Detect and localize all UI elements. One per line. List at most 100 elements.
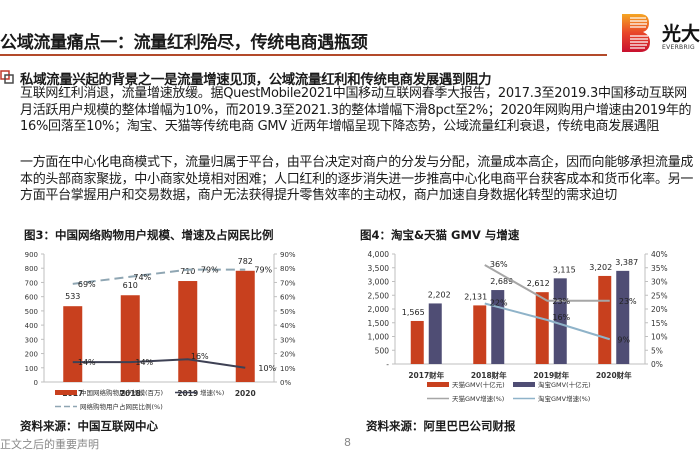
line-value-label: 16%: [191, 352, 209, 361]
y-tick-label: 700: [25, 279, 38, 287]
y-tick-label: 500: [25, 308, 38, 316]
y2-tick-label: 90%: [280, 251, 296, 259]
y2-tick-label: 60%: [280, 294, 296, 302]
bar-value-label: 2,131: [464, 292, 487, 301]
bar-value-label: 2,689: [490, 277, 513, 286]
bar-value-label: 2,612: [527, 279, 550, 288]
legend-label: 网络购物用户占网民比例(%): [80, 402, 163, 411]
line-value-label: 74%: [133, 273, 151, 282]
y2-tick-label: 20%: [280, 351, 296, 359]
line-value-label: 23%: [619, 297, 637, 306]
y-tick-label: 400: [25, 322, 38, 330]
bar: [473, 305, 487, 364]
line-value-label: 14%: [78, 358, 96, 367]
line-series: [72, 358, 246, 369]
y-tick-label: 2,500: [368, 291, 390, 300]
y-tick-label: 100: [25, 365, 38, 373]
y2-tick-label: 35%: [651, 264, 668, 273]
bar-value-label: 1,565: [402, 308, 425, 317]
line-value-label: 14%: [135, 358, 153, 367]
line-series: [484, 302, 611, 341]
y2-tick-label: 0%: [651, 360, 663, 369]
y2-tick-label: 10%: [651, 333, 668, 342]
bar: [178, 281, 198, 382]
line-value-label: 9%: [617, 335, 630, 344]
y-tick-label: 900: [25, 251, 38, 259]
line-value-label: 22%: [490, 299, 508, 308]
line-value-label: 79%: [201, 266, 219, 275]
paragraph-2: 一方面在中心化电商模式下，流量归属于平台，由平台决定对商户的分发与分配，流量成本…: [20, 155, 694, 203]
bar-value-label: 710: [180, 267, 195, 276]
bar-value-label: 3,115: [553, 265, 576, 274]
bar: [63, 306, 83, 382]
legend-label: 增速(%): [200, 388, 224, 397]
y-tick-label: 0: [34, 379, 38, 387]
line-value-label: 36%: [490, 260, 508, 269]
legend-swatch: [513, 382, 535, 387]
bar-value-label: 782: [238, 257, 253, 266]
figure-3-source: 资料来源：中国互联网中心: [20, 419, 158, 433]
x-tick-label: 2018: [120, 389, 141, 398]
legend-swatch: [55, 390, 77, 395]
bar: [616, 270, 630, 364]
figure-4-source: 资料来源：阿里巴巴公司财报: [366, 419, 516, 433]
line-series: [484, 264, 610, 302]
y-tick-label: 2,000: [368, 305, 390, 314]
bar: [598, 275, 612, 364]
y2-tick-label: 0%: [280, 379, 291, 387]
footer-disclaimer: 正文之后的重要声明: [0, 438, 99, 451]
y2-tick-label: 5%: [651, 346, 663, 355]
bar-value-label: 3,202: [589, 263, 612, 272]
y-tick-label: 3,000: [368, 278, 390, 287]
bar: [120, 295, 140, 382]
section-heading: 私域流量兴起的背景之一是流量增速见顶，公域流量红利和传统电商发展遇到阻力: [20, 73, 492, 88]
everbright-logo: 光大 EVERBRIG: [622, 14, 700, 58]
bar-value-label: 2,202: [428, 290, 451, 299]
line-value-label: 69%: [78, 280, 96, 289]
bar: [535, 292, 549, 364]
y-tick-label: 200: [25, 351, 38, 359]
y-tick-label: 4,000: [368, 250, 390, 259]
y-tick-label: 1,000: [368, 333, 390, 342]
title-divider: [0, 54, 607, 56]
x-tick-label: 2020: [235, 389, 256, 398]
bar: [428, 303, 442, 364]
y-tick-label: 300: [25, 336, 38, 344]
legend-label: 中国网络购物用户规模(百万): [80, 388, 163, 397]
y2-tick-label: 80%: [280, 265, 296, 273]
legend-label: 淘宝GMV(十亿元): [538, 380, 591, 389]
x-tick-label: 2019财年: [533, 370, 569, 380]
bar: [410, 320, 424, 364]
y-tick-label: 800: [25, 265, 38, 273]
line-series: [72, 268, 246, 285]
y2-tick-label: 10%: [280, 365, 296, 373]
x-tick-label: 2017财年: [408, 370, 444, 380]
y2-tick-label: 40%: [651, 250, 668, 259]
line-value-label: 23%: [552, 297, 570, 306]
y2-tick-label: 30%: [651, 278, 668, 287]
legend-label: 天猫GMV(十亿元): [452, 380, 505, 389]
y-tick-label: 3,500: [368, 264, 390, 273]
figure-4-chart: - 500 1,000 1,500 2,000 2,500 3,000 3,500 4,000 0…: [345, 244, 700, 416]
y-tick-label: 500: [375, 346, 390, 355]
line-value-label: 16%: [552, 313, 570, 322]
y2-tick-label: 20%: [651, 305, 668, 314]
logo-text-cn: 光大: [662, 23, 700, 45]
paragraph-1: 互联网红利消退，流量增速放缓。据QuestMobile2021中国移动互联网春季…: [20, 86, 692, 134]
line-value-label: 79%: [254, 266, 272, 275]
x-tick-label: 2018财年: [471, 370, 507, 380]
y2-tick-label: 15%: [651, 319, 668, 328]
x-tick-label: 2019: [177, 389, 198, 398]
page-number: 8: [344, 436, 351, 449]
legend-label: 淘宝GMV增速(%): [538, 394, 590, 403]
y-tick-label: 600: [25, 294, 38, 302]
y-tick-label: -: [386, 360, 389, 369]
y2-tick-label: 50%: [280, 308, 296, 316]
title-bar: 公域流量痛点一：流量红利殆尽，传统电商遇瓶颈: [0, 28, 610, 54]
bar-value-label: 3,387: [615, 258, 638, 267]
bar-value-label: 610: [123, 281, 138, 290]
y2-tick-label: 40%: [280, 322, 296, 330]
figure-3-title: 图3：中国网络购物用户规模、增速及占网民比例: [24, 228, 274, 242]
everbright-logo-icon: [622, 14, 650, 52]
bar: [235, 270, 255, 382]
